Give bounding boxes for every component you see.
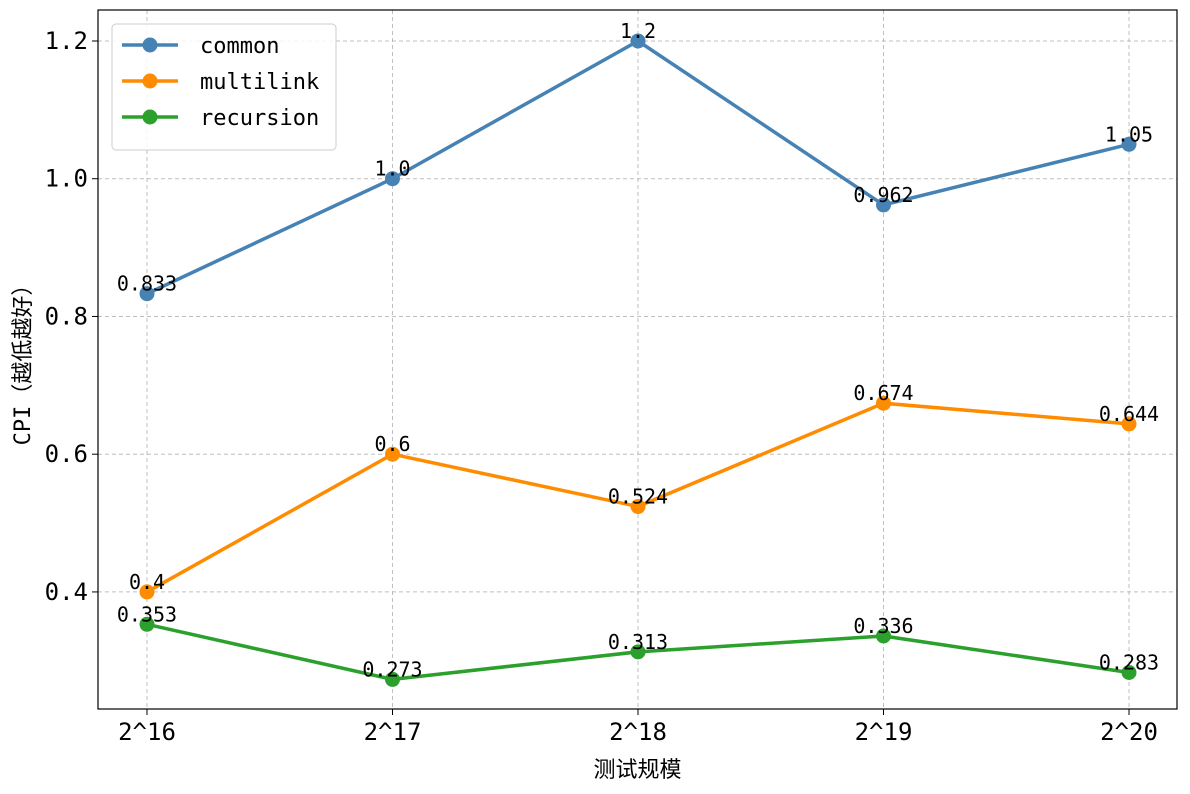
data-point-common [876, 197, 891, 213]
x-tick-label: 2^20 [1100, 718, 1158, 746]
y-tick-label: 1.0 [45, 165, 88, 193]
y-tick-label: 0.6 [45, 440, 88, 468]
data-label-common: 0.962 [853, 183, 913, 207]
data-label-recursion: 0.353 [117, 602, 177, 626]
legend-item-common: common [122, 34, 279, 59]
x-tick-label: 2^17 [364, 718, 422, 746]
data-label-multilink: 0.644 [1099, 402, 1159, 426]
y-tick-label: 0.8 [45, 302, 88, 330]
data-point-multilink [139, 584, 155, 600]
data-point-multilink [630, 499, 646, 515]
y-tick-label: 1.2 [45, 27, 88, 55]
data-point-multilink [385, 446, 400, 462]
data-label-multilink: 0.524 [608, 485, 668, 509]
data-label-common: 1.2 [620, 19, 656, 43]
data-labels: 0.833 1.0 1.2 0.962 1.05 0.4 0.6 0.524 0.674 0.64… [117, 19, 1159, 681]
legend-item-multilink: multilink [122, 70, 319, 95]
data-label-recursion: 0.336 [853, 614, 913, 638]
x-axis-title: 测试规模 [593, 758, 681, 783]
series-group [139, 33, 1137, 687]
data-label-multilink: 0.6 [374, 432, 410, 456]
data-point-common [1121, 136, 1137, 152]
data-point-recursion [1121, 665, 1137, 681]
series-multilink [139, 395, 1137, 600]
data-point-common [139, 286, 155, 302]
axes: 2^16 2^17 2^18 2^19 2^20 0.4 0.6 0.8 1.0 1.2 [45, 27, 1158, 746]
data-point-multilink [1121, 416, 1137, 432]
data-point-multilink [876, 395, 891, 411]
y-axis-title: CPI（越低越好） [11, 274, 36, 446]
data-label-recursion: 0.273 [362, 657, 422, 681]
legend-marker [142, 37, 158, 53]
legend-item-recursion: recursion [122, 106, 319, 131]
data-label-recursion: 0.313 [608, 630, 668, 654]
x-tick-label: 2^19 [855, 718, 913, 746]
legend-label: recursion [200, 106, 319, 131]
data-point-recursion [139, 616, 155, 632]
series-common [139, 33, 1137, 302]
x-tick-label: 2^18 [609, 718, 667, 746]
data-point-recursion [630, 644, 646, 660]
data-label-common: 0.833 [117, 272, 177, 296]
legend-label: common [200, 34, 279, 59]
legend-marker [142, 73, 158, 89]
data-label-common: 1.05 [1105, 122, 1153, 146]
data-label-multilink: 0.4 [129, 570, 165, 594]
legend-label: multilink [200, 70, 319, 95]
data-label-common: 1.0 [374, 157, 410, 181]
data-point-common [630, 33, 646, 49]
data-label-multilink: 0.674 [853, 381, 913, 405]
data-point-common [385, 171, 400, 187]
data-point-recursion [876, 628, 891, 644]
data-point-recursion [385, 671, 400, 687]
data-label-recursion: 0.283 [1099, 651, 1159, 675]
y-tick-label: 0.4 [45, 578, 88, 606]
series-recursion [139, 616, 1137, 687]
x-tick-label: 2^16 [118, 718, 176, 746]
legend: common multilink recursion [111, 23, 337, 151]
legend-marker [142, 109, 158, 125]
